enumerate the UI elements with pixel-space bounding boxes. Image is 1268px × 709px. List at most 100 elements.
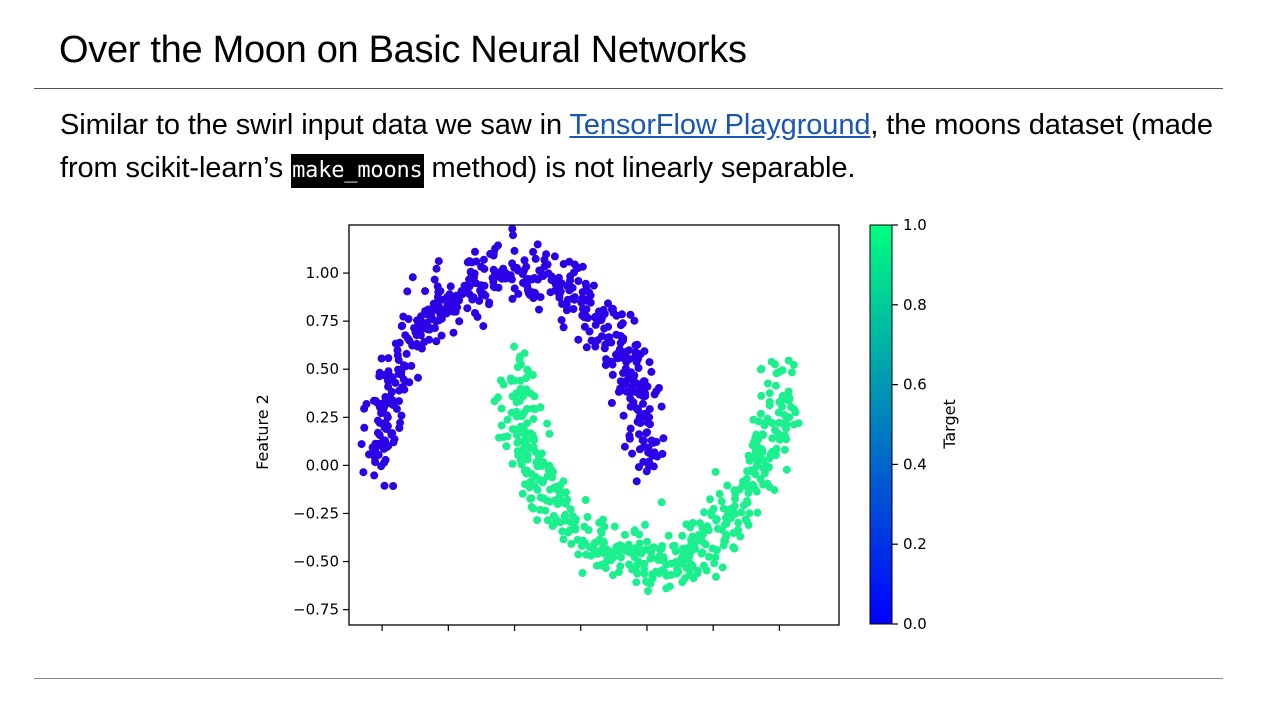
data-point: [587, 336, 596, 345]
data-point: [635, 445, 644, 454]
data-point: [413, 342, 422, 351]
data-point: [794, 419, 803, 428]
data-point: [570, 268, 578, 277]
data-point: [644, 443, 653, 452]
data-point: [640, 347, 649, 356]
data-point: [632, 358, 641, 367]
data-point: [723, 481, 732, 490]
data-point: [625, 434, 634, 443]
data-point: [543, 516, 552, 525]
data-point: [639, 412, 648, 421]
data-point: [553, 500, 562, 509]
data-point: [404, 315, 413, 323]
data-point: [381, 455, 390, 464]
data-point: [569, 305, 578, 313]
data-point: [489, 265, 498, 274]
data-point: [362, 400, 371, 408]
data-point: [790, 405, 799, 414]
data-point: [555, 293, 564, 302]
data-point: [380, 423, 389, 432]
data-point: [730, 544, 738, 553]
data-point: [374, 450, 383, 459]
data-point: [393, 346, 402, 355]
data-point: [686, 565, 694, 574]
data-point: [544, 465, 553, 474]
data-point: [756, 409, 765, 418]
data-point: [678, 559, 687, 568]
data-point: [591, 312, 600, 321]
data-point: [782, 465, 791, 474]
data-point: [641, 520, 649, 529]
data-point: [734, 525, 743, 534]
data-point: [497, 404, 506, 413]
data-point: [760, 469, 769, 478]
colorbar-tick-label: 0.4: [903, 455, 927, 473]
y-tick-label: −0.75: [293, 601, 339, 619]
data-point: [530, 392, 539, 401]
tensorflow-playground-link[interactable]: TensorFlow Playground: [569, 109, 871, 141]
data-point: [392, 404, 401, 413]
data-point: [686, 523, 695, 532]
data-point: [710, 559, 719, 568]
data-point: [395, 397, 403, 406]
data-point: [430, 275, 439, 284]
data-point: [531, 254, 540, 263]
data-point: [533, 485, 542, 494]
data-point: [697, 549, 706, 558]
data-point: [591, 342, 600, 351]
data-point: [759, 431, 768, 439]
data-point: [529, 504, 538, 513]
data-point: [768, 447, 777, 456]
data-point: [712, 572, 720, 581]
data-point: [407, 361, 416, 370]
data-point: [511, 425, 520, 434]
data-point: [496, 376, 505, 385]
data-point: [632, 477, 641, 486]
data-point: [754, 417, 763, 426]
data-point: [530, 436, 539, 444]
data-point: [578, 536, 587, 545]
data-point: [745, 467, 754, 476]
data-point: [399, 361, 408, 370]
data-point: [764, 417, 772, 426]
data-point: [602, 355, 611, 364]
data-point: [765, 401, 774, 410]
data-point: [645, 405, 654, 414]
data-point: [501, 274, 510, 283]
data-point: [437, 331, 446, 340]
data-point: [693, 569, 702, 578]
data-point: [549, 275, 558, 284]
data-point: [365, 450, 373, 459]
data-point: [659, 556, 668, 565]
data-point: [529, 415, 538, 424]
data-point: [599, 560, 608, 569]
data-point: [508, 459, 517, 468]
data-point: [413, 316, 422, 325]
y-tick-label: 0.25: [306, 408, 339, 426]
data-point: [471, 309, 479, 317]
data-point: [582, 343, 591, 352]
data-point: [619, 369, 628, 377]
data-point: [635, 430, 643, 439]
make-moons-code: make_moons: [291, 154, 424, 188]
colorbar-ticks: 1.0 0.8 0.6 0.4 0.2 0.0: [892, 216, 927, 633]
data-point: [644, 587, 652, 596]
data-point: [494, 283, 503, 292]
data-point: [717, 497, 726, 506]
data-point: [370, 471, 379, 480]
data-point: [399, 375, 408, 384]
data-point: [557, 316, 566, 325]
data-point: [578, 311, 587, 320]
data-point: [510, 263, 519, 272]
data-point: [583, 513, 592, 521]
data-point: [563, 295, 572, 304]
colorbar-tick-label: 1.0: [903, 216, 927, 234]
data-point: [448, 301, 457, 309]
data-point: [715, 489, 724, 498]
data-point: [421, 307, 430, 316]
body-text-part: , the moons dataset (made from scikit-le…: [60, 109, 1213, 184]
data-point: [669, 542, 677, 551]
data-point: [432, 337, 441, 346]
data-point: [764, 463, 773, 471]
data-point: [395, 424, 404, 432]
